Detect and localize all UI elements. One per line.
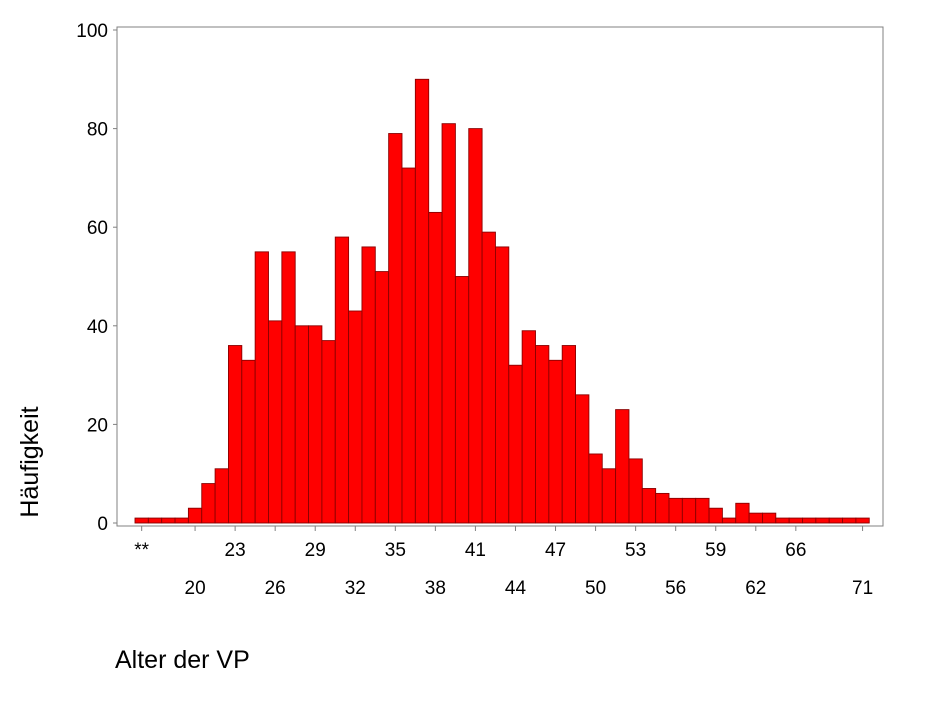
- y-tick-label: 0: [97, 514, 108, 535]
- bar-63: [762, 512, 777, 524]
- bar-61: [735, 502, 750, 524]
- bar-31: [334, 236, 350, 524]
- bar-36: [401, 167, 416, 524]
- y-tick-label: 40: [87, 317, 108, 338]
- bar-70: [842, 517, 857, 524]
- bar-64: [775, 517, 790, 524]
- bar-18: [161, 517, 176, 524]
- bar-33: [361, 246, 376, 524]
- x-axis-ticks: ** 23 29 35 41 47 53 59 66 20 26 32 38 44 50 56 62 71: [134, 526, 873, 599]
- bar-17: [147, 517, 163, 524]
- bar-56: [668, 497, 683, 524]
- x-tick-label: 62: [745, 578, 766, 599]
- x-tick-label: 41: [465, 540, 486, 561]
- bar-50: [588, 453, 603, 524]
- bar-23: [227, 345, 243, 524]
- plot-frame: [116, 26, 884, 527]
- bar-20: [187, 507, 203, 524]
- bar-21: [201, 483, 216, 524]
- bar-59: [708, 507, 723, 524]
- x-tick-label: 26: [265, 578, 286, 599]
- bar-32: [348, 310, 363, 524]
- bar-69: [828, 517, 844, 524]
- y-tick-label: 80: [87, 120, 108, 141]
- bar-48: [561, 345, 577, 524]
- bar-22: [214, 468, 229, 524]
- bar-54: [641, 488, 657, 524]
- bar-49: [575, 394, 590, 524]
- y-axis-ticks: 0 20 40 60 80 100: [76, 21, 117, 535]
- bar-26: [268, 320, 283, 524]
- y-tick-label: 100: [76, 21, 108, 42]
- x-tick-label: 44: [505, 578, 527, 599]
- bar-57: [681, 497, 697, 524]
- y-axis-title: Häufigkeit: [16, 406, 44, 517]
- bar-51: [601, 468, 617, 524]
- x-axis-title: Alter der VP: [115, 646, 250, 674]
- bar-62: [748, 512, 763, 524]
- bar-43: [495, 246, 510, 524]
- x-tick-label: 20: [185, 578, 206, 599]
- bar-27: [281, 251, 296, 524]
- bar-52: [615, 409, 630, 524]
- bar-38: [428, 211, 443, 524]
- bar-35: [388, 133, 403, 524]
- x-tick-label: 32: [345, 578, 366, 599]
- bar-25: [254, 251, 269, 524]
- bar-37: [414, 78, 430, 524]
- bar-39: [441, 123, 456, 524]
- bar-30: [321, 340, 336, 524]
- bar-28: [294, 325, 310, 524]
- bar-46: [535, 345, 550, 524]
- bar-47: [548, 359, 563, 524]
- bar-66: [788, 517, 803, 524]
- bar-19: [174, 517, 189, 524]
- bar-29: [308, 325, 323, 524]
- bar-67: [802, 517, 817, 524]
- bar-34: [374, 271, 390, 524]
- x-tick-label: 53: [625, 540, 646, 561]
- y-tick-label: 20: [87, 415, 108, 436]
- x-tick-label: 29: [305, 540, 326, 561]
- x-tick-label: 35: [385, 540, 406, 561]
- x-tick-label: 71: [852, 578, 873, 599]
- bar-40: [454, 276, 470, 524]
- bar-**: [134, 517, 149, 524]
- bar-24: [241, 359, 256, 524]
- x-tick-label: 50: [585, 578, 606, 599]
- bar-41: [468, 128, 483, 524]
- x-tick-label: 59: [705, 540, 726, 561]
- bar-42: [481, 231, 496, 524]
- x-tick-label: 47: [545, 540, 566, 561]
- bar-68: [815, 517, 830, 524]
- bar-45: [521, 330, 536, 524]
- y-tick-label: 60: [87, 218, 108, 239]
- bar-44: [508, 364, 523, 524]
- bar-55: [655, 492, 670, 524]
- bar-60: [721, 517, 737, 524]
- x-tick-label: 56: [665, 578, 686, 599]
- x-tick-label: 66: [785, 540, 806, 561]
- x-tick-label: **: [134, 540, 149, 561]
- x-tick-label: 23: [225, 540, 246, 561]
- x-tick-label: 38: [425, 578, 446, 599]
- bar-53: [628, 458, 643, 524]
- bars-group: [134, 78, 870, 524]
- bar-58: [695, 497, 710, 524]
- bar-71: [855, 517, 870, 524]
